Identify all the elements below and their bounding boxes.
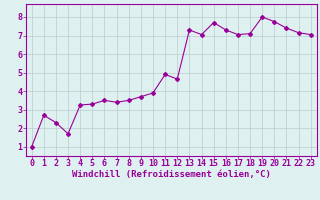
X-axis label: Windchill (Refroidissement éolien,°C): Windchill (Refroidissement éolien,°C) — [72, 170, 271, 179]
